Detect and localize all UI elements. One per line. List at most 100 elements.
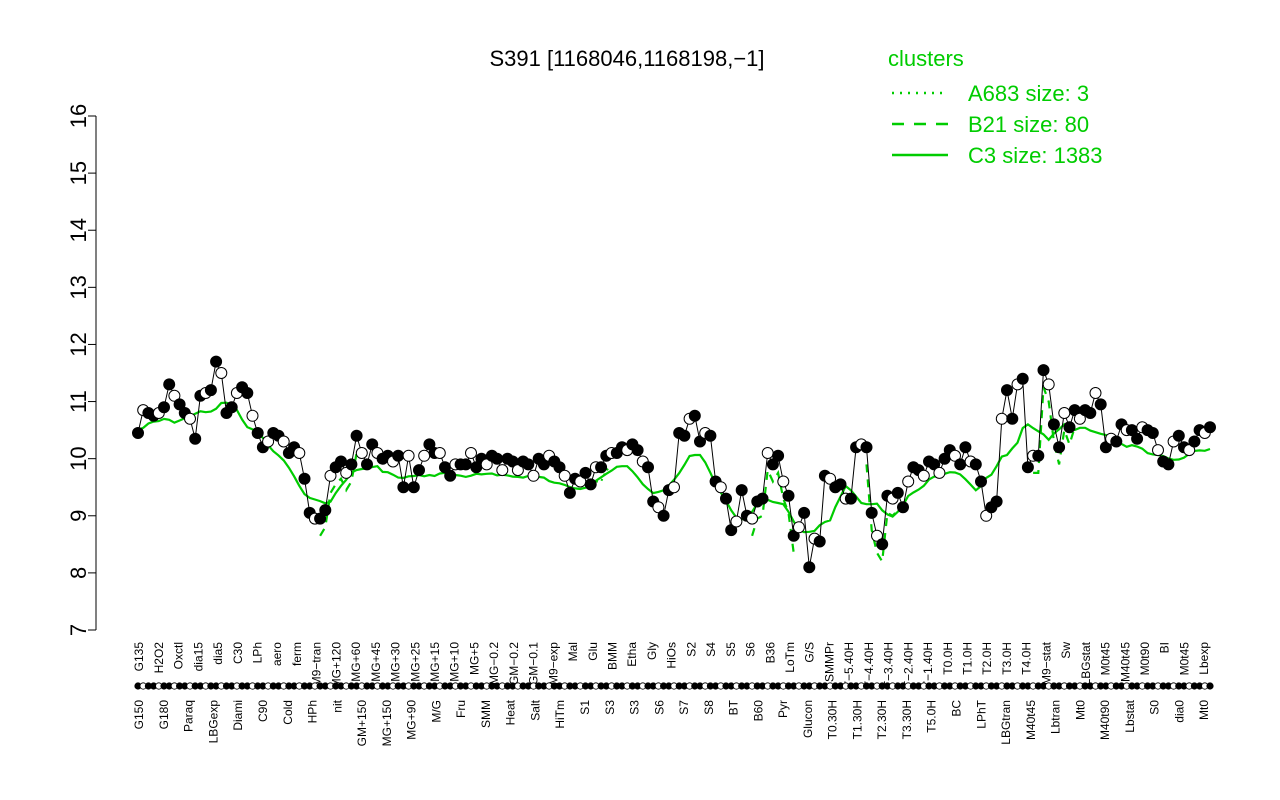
data-point: [246, 409, 259, 422]
x-tick-label: MG−0.2: [487, 642, 501, 685]
data-point: [1053, 441, 1066, 454]
data-point: [1146, 427, 1159, 439]
cluster-b21-line: [1033, 386, 1076, 474]
data-point: [277, 435, 290, 448]
y-tick-label: 11: [66, 390, 91, 413]
data-point: [1032, 449, 1045, 462]
x-tick-label: Sw: [1059, 642, 1073, 659]
x-tick-label: BMM: [606, 642, 620, 670]
data-point: [990, 495, 1003, 508]
data-point: [891, 486, 904, 499]
x-tick-label: Cold: [281, 700, 295, 725]
data-point: [902, 475, 915, 488]
data-point: [766, 458, 779, 471]
data-point: [1084, 407, 1097, 419]
data-point: [1183, 444, 1196, 457]
x-tick-label: Heat: [504, 699, 518, 725]
x-tick-label: M9−tran: [310, 642, 324, 686]
x-tick-label: S6: [652, 700, 666, 715]
x-tick-label: BT: [727, 699, 741, 715]
data-point: [251, 427, 264, 439]
x-tick-label: LoTm: [783, 642, 797, 673]
data-point: [928, 458, 941, 471]
y-tick-label: 16: [66, 104, 91, 128]
x-tick-label: MG+150: [380, 700, 394, 747]
x-tick-label: LBGexp: [206, 700, 220, 744]
data-point: [527, 469, 540, 482]
data-point: [995, 412, 1008, 425]
data-point: [1042, 378, 1055, 391]
x-tick-label: GM+150: [355, 700, 369, 747]
x-tick-label: M9−stat: [1039, 641, 1053, 685]
data-point: [314, 512, 327, 525]
x-tick-label: GM−0.1: [527, 642, 541, 685]
data-point: [756, 492, 769, 505]
data-point: [413, 464, 425, 477]
x-tick-label: Mt0: [1073, 700, 1087, 720]
data-point: [917, 469, 930, 482]
x-tick-label: S1: [578, 700, 592, 715]
x-tick-label: T−1.40H: [921, 642, 935, 688]
data-point: [433, 447, 446, 459]
data-point: [954, 458, 967, 471]
data-point: [642, 461, 654, 474]
data-point: [652, 501, 665, 514]
data-point: [813, 535, 826, 548]
data-point: [844, 492, 857, 505]
cluster-b21-line: [319, 452, 358, 537]
x-tick-label: Lbtran: [1049, 700, 1063, 734]
data-point: [444, 469, 457, 482]
data-point: [1021, 461, 1034, 474]
data-point: [402, 449, 415, 462]
data-point: [496, 464, 509, 477]
y-tick-label: 13: [66, 275, 91, 299]
data-point: [132, 427, 144, 439]
x-tick-label: ferm: [290, 642, 304, 666]
data-point: [184, 412, 196, 425]
x-tick-label: dia5: [211, 642, 225, 665]
x-tick-label: B36: [763, 642, 777, 664]
data-point: [558, 469, 571, 482]
data-point: [975, 475, 987, 488]
data-point: [491, 452, 504, 465]
data-point: [668, 481, 680, 494]
data-point: [704, 429, 717, 442]
series-line: [137, 359, 1211, 568]
x-tick-label: T1.30H: [850, 700, 864, 739]
data-point: [1037, 364, 1050, 377]
x-tick-label: T0.0H: [941, 642, 955, 675]
data-point: [397, 481, 410, 494]
data-point: [511, 464, 524, 477]
x-tick-label: S3: [603, 700, 617, 715]
x-tick-label: S7: [677, 700, 691, 715]
data-point: [345, 458, 358, 471]
series-polyline: [137, 359, 1211, 568]
data-point: [1001, 384, 1013, 397]
x-tick-label: S3: [628, 700, 642, 715]
data-point: [584, 478, 597, 491]
x-tick-label: MG+60: [349, 642, 363, 682]
data-point: [777, 475, 790, 488]
x-tick-label: MG+5: [467, 642, 481, 675]
data-point: [340, 466, 353, 479]
data-point: [210, 355, 223, 368]
x-tick-label: Pyr: [776, 700, 790, 718]
data-point: [355, 447, 368, 459]
x-tick-label: S2: [684, 642, 698, 657]
x-tick-label: M40t45: [1118, 642, 1132, 682]
x-tick-label: T2.0H: [980, 642, 994, 675]
x-tick-label: Mal: [566, 642, 580, 661]
x-tick-label: GM−0.2: [507, 642, 521, 685]
data-point: [168, 389, 181, 402]
x-tick-label: BI: [1158, 642, 1172, 653]
data-point: [761, 447, 774, 459]
x-tick-label: Etha: [625, 642, 639, 667]
x-tick-label: Glu: [586, 642, 600, 661]
x-tick-label: G180: [157, 700, 171, 730]
data-point: [361, 458, 373, 471]
x-tick-label: T3.0H: [1000, 642, 1014, 675]
y-axis: 7 8 9 10 11 12 13 14 15 16: [66, 104, 97, 636]
data-point: [730, 515, 743, 528]
data-point: [1089, 387, 1102, 399]
data-point: [720, 492, 732, 505]
